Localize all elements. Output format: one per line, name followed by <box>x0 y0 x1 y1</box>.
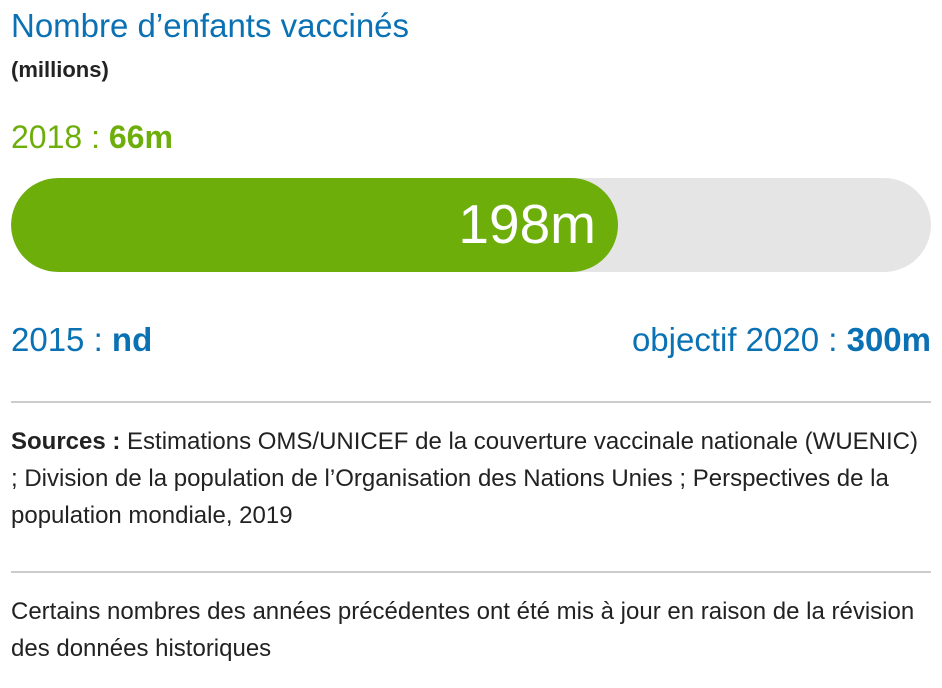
chart-unit-label: (millions) <box>11 57 109 82</box>
divider <box>11 401 931 403</box>
sources-note: Sources : Estimations OMS/UNICEF de la c… <box>11 423 931 534</box>
progress-bar-track: 198m <box>11 178 931 272</box>
sources-label: Sources : <box>11 428 121 455</box>
year-2018-label: 66m <box>108 119 173 155</box>
year-2018-prefix: 2018 : <box>11 119 100 155</box>
target-2020-value: objectif 2020 : 300m <box>632 320 931 360</box>
chart-title: Nombre d’enfants vaccinés <box>11 7 410 44</box>
target-prefix: objectif 2020 : <box>631 321 838 358</box>
progress-bar-fill <box>11 178 618 272</box>
year-2015-label: nd <box>111 321 153 358</box>
year-2015-value: 2015 : nd <box>11 320 152 360</box>
revision-note: Certains nombres des années précédentes … <box>11 598 915 662</box>
target-label: 300m <box>846 321 931 358</box>
progress-bar-value-label: 198m <box>458 193 596 255</box>
sources-text: Estimations OMS/UNICEF de la couverture … <box>11 428 918 529</box>
divider <box>11 571 931 573</box>
year-2018-value: 2018 : 66m <box>11 117 173 157</box>
year-2015-prefix: 2015 : <box>11 321 103 358</box>
